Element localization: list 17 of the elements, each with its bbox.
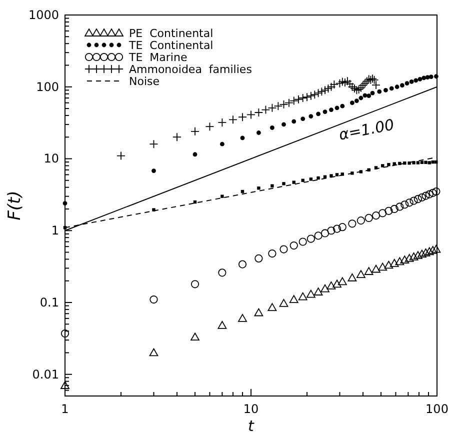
legend-label: Noise: [129, 75, 160, 88]
y-tick-label: 100: [36, 80, 59, 94]
y-tick-label: 1: [51, 224, 59, 238]
legend-label: PE Continental: [129, 27, 214, 40]
x-tick-label: 10: [243, 402, 259, 416]
legend-label: Ammonoidea families: [129, 63, 252, 76]
y-tick-label: 10: [44, 152, 59, 166]
y-tick-label: 1000: [28, 8, 59, 22]
legend-label: TE Marine: [128, 51, 188, 64]
x-axis-title: t: [248, 417, 256, 435]
y-axis-title: F(t): [5, 190, 25, 220]
x-tick-label: 1: [61, 402, 69, 416]
annotation: α=1.00: [337, 116, 396, 144]
x-tick-label: 100: [426, 402, 448, 416]
y-tick-label: 0.1: [40, 295, 59, 310]
y-tick-label: 0.01: [32, 367, 59, 382]
legend-label: TE Continental: [128, 39, 214, 52]
